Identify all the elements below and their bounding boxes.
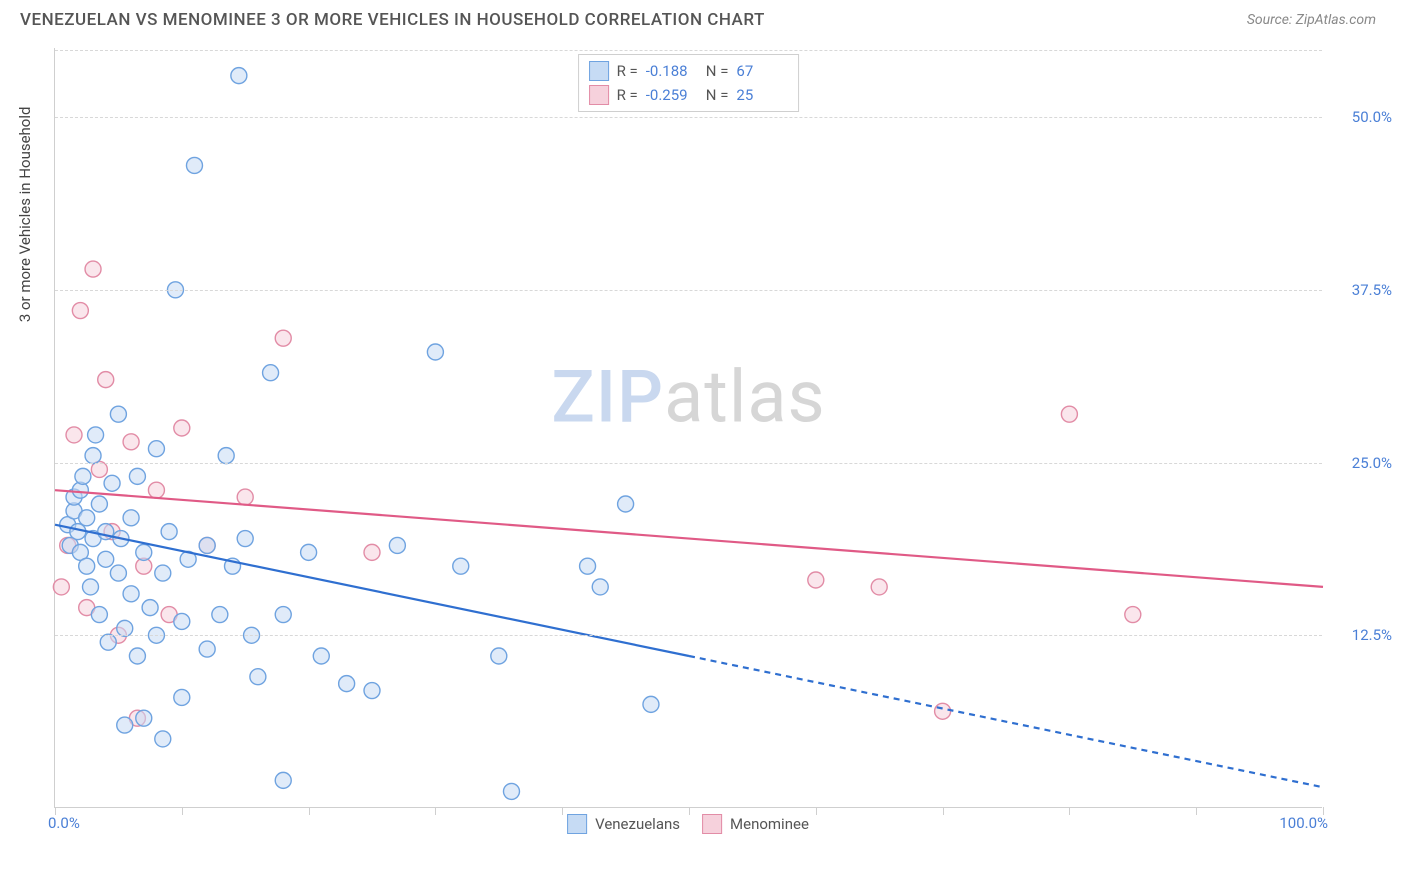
data-point <box>218 448 234 464</box>
data-point <box>199 537 215 553</box>
data-point <box>453 558 469 574</box>
swatch-series-b-icon <box>702 814 722 834</box>
data-point <box>110 406 126 422</box>
data-point <box>1061 406 1077 422</box>
data-point <box>275 772 291 788</box>
x-axis-max-label: 100.0% <box>1279 814 1328 832</box>
y-tick-label: 12.5% <box>1332 626 1392 644</box>
data-point <box>79 558 95 574</box>
source-attribution: Source: ZipAtlas.com <box>1247 12 1376 28</box>
data-point <box>129 468 145 484</box>
data-point <box>104 475 120 491</box>
data-point <box>155 565 171 581</box>
y-axis-title: 3 or more Vehicles in Household <box>16 107 34 323</box>
data-point <box>117 717 133 733</box>
y-tick-label: 25.0% <box>1332 454 1392 472</box>
data-point <box>136 544 152 560</box>
gridline <box>55 290 1322 291</box>
data-point <box>79 510 95 526</box>
data-point <box>129 648 145 664</box>
data-point <box>275 607 291 623</box>
data-point <box>123 586 139 602</box>
gridline <box>55 635 1322 636</box>
data-point <box>66 427 82 443</box>
data-point <box>117 620 133 636</box>
data-point <box>174 420 190 436</box>
data-point <box>91 607 107 623</box>
chart-title: VENEZUELAN VS MENOMINEE 3 OR MORE VEHICL… <box>20 10 765 30</box>
data-point <box>871 579 887 595</box>
data-point <box>339 676 355 692</box>
gridline <box>55 117 1322 118</box>
data-point <box>427 344 443 360</box>
data-point <box>580 558 596 574</box>
data-point <box>75 468 91 484</box>
data-point <box>935 703 951 719</box>
data-point <box>313 648 329 664</box>
data-point <box>301 544 317 560</box>
data-point <box>155 731 171 747</box>
data-point <box>88 427 104 443</box>
data-point <box>618 496 634 512</box>
data-point <box>199 641 215 657</box>
data-point <box>275 330 291 346</box>
data-point <box>592 579 608 595</box>
series-legend: Venezuelans Menominee <box>567 814 809 834</box>
data-point <box>85 261 101 277</box>
data-point <box>98 372 114 388</box>
scatter-svg <box>55 48 1322 807</box>
data-point <box>142 600 158 616</box>
data-point <box>174 613 190 629</box>
data-point <box>98 551 114 567</box>
data-point <box>174 689 190 705</box>
trend-line <box>689 656 1323 787</box>
data-point <box>136 710 152 726</box>
data-point <box>110 565 126 581</box>
data-point <box>237 489 253 505</box>
chart-plot-area: ZIPatlas R = -0.188 N = 67 R = -0.259 N … <box>54 48 1322 808</box>
data-point <box>53 579 69 595</box>
data-point <box>83 579 99 595</box>
data-point <box>123 434 139 450</box>
data-point <box>231 68 247 84</box>
data-point <box>186 157 202 173</box>
data-point <box>389 537 405 553</box>
legend-label-a: Venezuelans <box>595 815 680 833</box>
data-point <box>491 648 507 664</box>
data-point <box>1125 607 1141 623</box>
gridline <box>55 50 1322 51</box>
data-point <box>237 531 253 547</box>
data-point <box>161 524 177 540</box>
swatch-series-a-icon <box>567 814 587 834</box>
data-point <box>72 303 88 319</box>
x-axis-min-label: 0.0% <box>48 814 80 832</box>
gridline <box>55 463 1322 464</box>
y-tick-label: 50.0% <box>1332 108 1392 126</box>
data-point <box>250 669 266 685</box>
data-point <box>148 441 164 457</box>
data-point <box>808 572 824 588</box>
data-point <box>643 696 659 712</box>
data-point <box>364 683 380 699</box>
data-point <box>148 482 164 498</box>
data-point <box>212 607 228 623</box>
x-axis-row: 0.0% Venezuelans Menominee 100.0% <box>54 814 1322 844</box>
data-point <box>91 496 107 512</box>
data-point <box>364 544 380 560</box>
data-point <box>263 365 279 381</box>
legend-label-b: Menominee <box>730 815 809 833</box>
data-point <box>85 448 101 464</box>
data-point <box>100 634 116 650</box>
data-point <box>503 783 519 799</box>
y-tick-label: 37.5% <box>1332 281 1392 299</box>
data-point <box>123 510 139 526</box>
